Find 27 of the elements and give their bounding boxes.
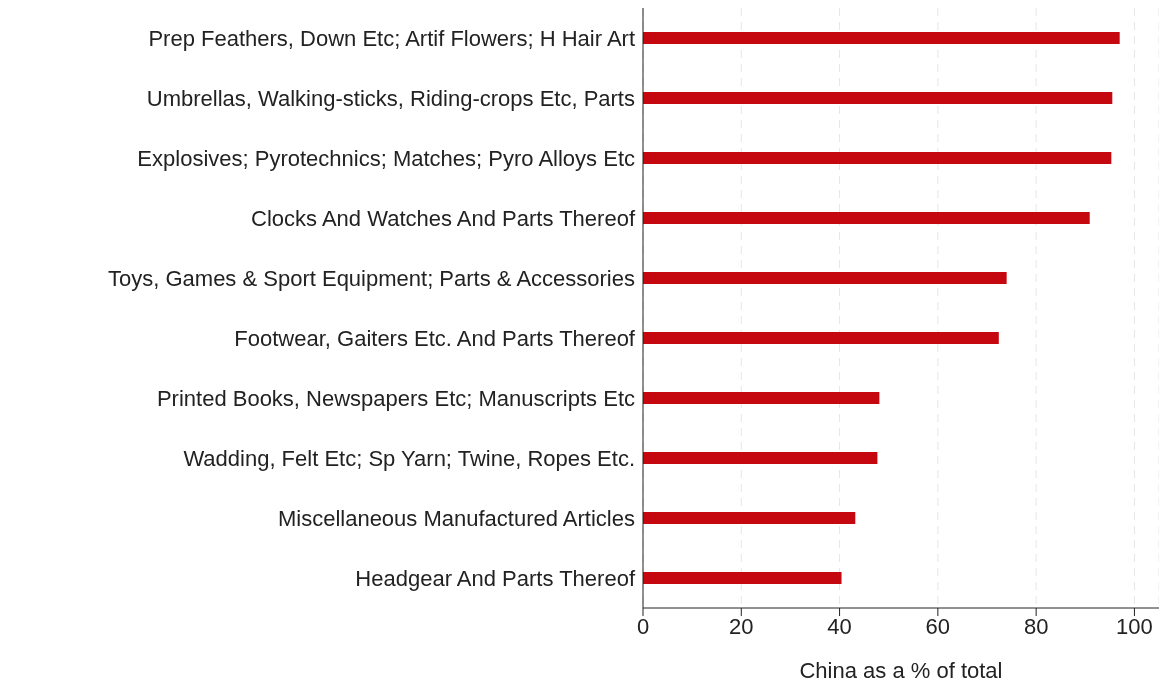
y-tick-label: Wadding, Felt Etc; Sp Yarn; Twine, Ropes Etc. bbox=[183, 445, 635, 471]
x-tick-label: 60 bbox=[925, 613, 951, 639]
y-tick-label: Explosives; Pyrotechnics; Matches; Pyro Alloys Etc bbox=[137, 145, 635, 171]
y-tick-label: Prep Feathers, Down Etc; Artif Flowers; H Hair Art bbox=[148, 25, 635, 51]
bar bbox=[643, 272, 1007, 284]
y-tick-label: Miscellaneous Manufactured Articles bbox=[277, 505, 635, 531]
y-tick-label: Footwear, Gaiters Etc. And Parts Thereof bbox=[234, 325, 636, 351]
bar bbox=[643, 572, 842, 584]
y-tick-label: Umbrellas, Walking-sticks, Riding-crops Etc, Parts bbox=[146, 85, 635, 111]
y-tick-label: Printed Books, Newspapers Etc; Manuscripts Etc bbox=[156, 385, 635, 411]
bar bbox=[643, 32, 1120, 44]
bar bbox=[643, 152, 1112, 164]
bar bbox=[643, 92, 1113, 104]
bar bbox=[643, 512, 856, 524]
bar bbox=[643, 452, 878, 464]
x-tick-label: 100 bbox=[1116, 613, 1153, 639]
x-tick-label: 20 bbox=[729, 613, 754, 639]
bar bbox=[643, 332, 999, 344]
x-tick-label: 40 bbox=[827, 613, 852, 639]
x-tick-label: 0 bbox=[636, 613, 650, 639]
y-tick-label: Clocks And Watches And Parts Thereof bbox=[251, 205, 636, 231]
x-axis-title: China as a % of total bbox=[799, 658, 1003, 683]
y-tick-label: Headgear And Parts Thereof bbox=[355, 565, 636, 591]
bar bbox=[643, 392, 880, 404]
bar bbox=[643, 212, 1090, 224]
x-tick-label: 80 bbox=[1023, 613, 1049, 639]
y-tick-label: Toys, Games & Sport Equipment; Parts & Accessories bbox=[108, 265, 635, 291]
